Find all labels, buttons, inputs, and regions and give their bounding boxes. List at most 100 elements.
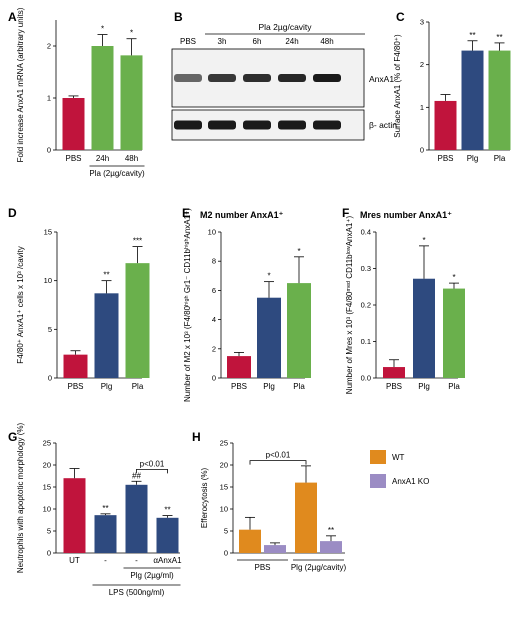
significance-mark-g-3: ** (164, 506, 170, 515)
lane-label-2: 3h (218, 37, 227, 46)
p-value-label-g: p<0.01 (140, 459, 165, 468)
y-tick-label-g-5: 25 (43, 439, 51, 448)
panel-label-b: B (174, 10, 183, 24)
legend-swatch-h-0 (370, 450, 386, 464)
group-label-g-0: Plg (2µg/ml) (130, 571, 174, 580)
group-label-h-1: Plg (2µg/cavity) (291, 563, 347, 572)
y-tick-label-c-2: 2 (420, 60, 424, 69)
lane-label-4: 24h (285, 37, 298, 46)
bar-h-1-1 (320, 541, 342, 553)
y-tick-label-h-5: 25 (220, 439, 228, 448)
significance-mark-f-2: * (452, 273, 455, 282)
y-tick-label-d-1: 5 (48, 325, 52, 334)
blot-band-1-0 (174, 120, 202, 130)
blot-band-1-4 (313, 120, 341, 130)
y-tick-label-h-4: 20 (220, 461, 228, 470)
y-tick-label-h-1: 5 (224, 527, 228, 536)
significance-mark-f-1: * (422, 236, 425, 245)
y-axis-label-g: Neutrophils with apoptotic morphology (%… (16, 423, 25, 574)
y-tick-label-e-1: 2 (212, 344, 216, 353)
p-value-bracket-g (136, 469, 168, 474)
significance-mark-e-2: * (297, 247, 300, 256)
category-label-g-3: αAnxA1 (153, 556, 182, 565)
bar-a-0 (62, 98, 85, 150)
treatment-label: Pla 2µg/cavity (258, 22, 312, 32)
y-tick-label-e-5: 10 (208, 228, 216, 237)
y-tick-label-a-2: 2 (47, 42, 51, 51)
bar-g-3 (156, 517, 179, 553)
bar-h-0-1 (264, 545, 286, 553)
bar-e-1 (257, 297, 281, 378)
y-axis-label-c: Surface AnxA1 (% of F4/80⁺) (393, 34, 402, 138)
bar-g-0 (63, 478, 86, 553)
bar-h-1-0 (295, 482, 317, 553)
p-value-bracket-h (249, 460, 307, 465)
y-tick-label-h-0: 0 (224, 549, 228, 558)
category-label-e-1: Plg (263, 382, 275, 391)
bar-h-0-0 (239, 529, 261, 553)
significance-mark-c-2: ** (496, 33, 502, 42)
y-axis-label-e: Number of M2 x 10³ (F4/80ʰⁱᵍʰ Gr1⁻ CD11b… (183, 208, 192, 402)
significance-mark-h-1-1: ** (328, 526, 334, 535)
band-label-actin: β- actin (369, 120, 397, 130)
category-label-d-2: Pla (132, 382, 144, 391)
group-label-g-1: LPS (500ng/ml) (109, 588, 165, 597)
blot-band-0-1 (208, 74, 236, 82)
significance-mark-a-1: * (101, 25, 104, 34)
y-tick-label-e-2: 4 (212, 315, 216, 324)
category-label-f-0: PBS (386, 382, 402, 391)
bar-f-2 (443, 288, 465, 378)
category-label-g-1: - (104, 556, 107, 565)
blot-band-1-2 (243, 120, 271, 130)
charts-layer: A 0 1 2 Fold increase AnxA1 mRNA (arbitrary … (8, 7, 511, 597)
blot-band-0-0 (174, 74, 202, 82)
y-tick-label-e-0: 0 (212, 374, 216, 383)
chart-title-f: Mres number AnxA1⁺ (360, 210, 452, 220)
category-label-g-2: - (135, 556, 138, 565)
lane-label-1: PBS (180, 37, 196, 46)
legend-label-h-1: AnxA1 KO (392, 477, 429, 486)
y-tick-label-c-0: 0 (420, 146, 424, 155)
legend-swatch-h-1 (370, 474, 386, 488)
blot-band-0-4 (313, 74, 341, 82)
lane-label-5: 48h (320, 37, 333, 46)
blot-band-1-1 (208, 120, 236, 130)
y-tick-label-f-3: 0.3 (361, 264, 371, 273)
category-label-e-2: Pla (293, 382, 305, 391)
y-tick-label-g-0: 0 (47, 549, 51, 558)
bar-e-2 (287, 283, 311, 378)
category-label-f-2: Pla (448, 382, 460, 391)
significance-mark-a-2: * (130, 29, 133, 38)
lane-label-3: 6h (253, 37, 262, 46)
bar-f-1 (413, 278, 435, 378)
y-tick-label-a-1: 1 (47, 94, 51, 103)
y-tick-label-d-3: 15 (44, 228, 52, 237)
category-label-f-1: Plg (418, 382, 430, 391)
y-tick-label-d-0: 0 (48, 374, 52, 383)
category-label-a-1: 24h (96, 154, 109, 163)
blot-band-1-3 (278, 120, 306, 130)
y-tick-label-g-3: 15 (43, 483, 51, 492)
bar-c-2 (488, 50, 511, 150)
bar-d-2 (125, 263, 150, 378)
bar-d-0 (63, 354, 88, 378)
bar-e-0 (227, 356, 251, 378)
legend-label-h-0: WT (392, 453, 405, 462)
y-tick-label-g-2: 10 (43, 505, 51, 514)
chart-title-e: M2 number AnxA1⁺ (200, 210, 284, 220)
y-tick-label-g-4: 20 (43, 461, 51, 470)
y-tick-label-e-3: 6 (212, 286, 216, 295)
panel-label-d: D (8, 206, 17, 220)
panel-label-a: A (8, 10, 17, 24)
category-label-c-2: Pla (494, 154, 506, 163)
significance-mark-g-2: ## (132, 471, 141, 480)
bar-c-0 (434, 100, 457, 150)
significance-mark-g-1: ** (102, 504, 108, 513)
y-tick-label-g-1: 5 (47, 527, 51, 536)
bar-g-1 (94, 515, 117, 553)
significance-mark-c-1: ** (469, 31, 475, 40)
y-tick-label-d-2: 10 (44, 276, 52, 285)
group-label-h-0: PBS (254, 563, 270, 572)
category-label-d-0: PBS (67, 382, 83, 391)
